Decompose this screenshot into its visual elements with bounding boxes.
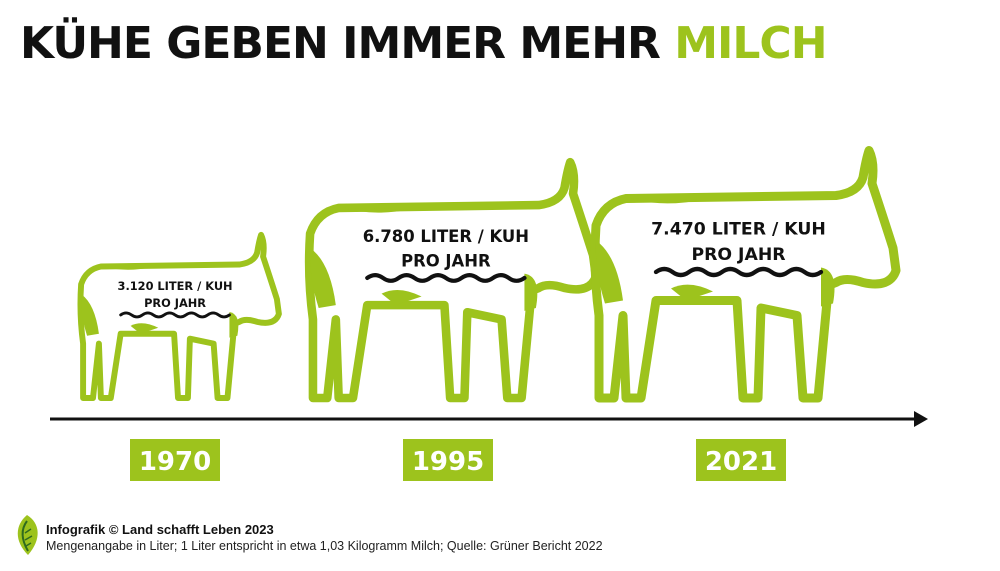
value-label-1970-line1: 3.120 LITER / KUH	[118, 279, 233, 293]
milk-wave-1970	[119, 311, 231, 319]
year-badge-1995	[403, 439, 493, 481]
footer-note: Mengenangabe in Liter; 1 Liter entsprich…	[46, 539, 603, 553]
year-label-1970: 1970	[139, 447, 211, 477]
year-badge-2021	[696, 439, 786, 481]
milk-wave-2021	[653, 266, 824, 278]
milk-yield-chart: 3.120 LITER / KUH PRO JAHR 6.780 LITER / K…	[50, 0, 928, 481]
page-title: KÜHE GEBEN IMMER MEHR MILCH	[20, 18, 828, 69]
milk-wave-1995	[365, 273, 527, 283]
footer-credit: Infografik © Land schafft Leben 2023	[46, 522, 274, 537]
year-label-1995: 1995	[412, 447, 484, 477]
value-label-2021-line2: PRO JAHR	[691, 245, 785, 265]
value-label-1995-line1: 6.780 LITER / KUH	[363, 227, 529, 246]
footer: Infografik © Land schafft Leben 2023 Men…	[12, 513, 712, 559]
title-main: KÜHE GEBEN IMMER MEHR	[20, 18, 661, 69]
leaf-logo-icon	[17, 515, 38, 555]
value-label-1970-line2: PRO JAHR	[144, 296, 206, 310]
year-label-2021: 2021	[705, 447, 777, 477]
year-badge-1970	[130, 439, 220, 481]
value-label-1995-line2: PRO JAHR	[401, 252, 491, 271]
title-accent: MILCH	[674, 18, 827, 69]
timeline-arrowhead-icon	[914, 411, 928, 427]
value-label-2021-line1: 7.470 LITER / KUH	[651, 220, 826, 240]
